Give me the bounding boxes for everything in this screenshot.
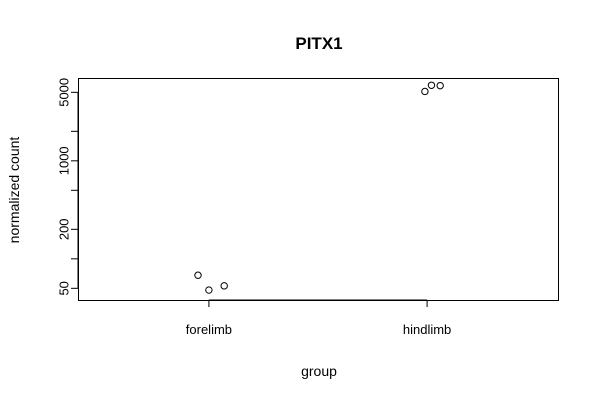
- x-tick-label: forelimb: [186, 322, 232, 337]
- y-tick-label: 1000: [57, 146, 72, 175]
- y-tick-label: 50: [57, 281, 72, 295]
- y-tick-label: 200: [57, 218, 72, 240]
- x-axis-label: group: [301, 363, 337, 379]
- x-tick-label: hindlimb: [403, 322, 451, 337]
- x-axis: forelimb hindlimb: [186, 299, 451, 337]
- y-tick-label: 5000: [57, 78, 72, 107]
- data-point: [220, 282, 228, 290]
- chart-title: PITX1: [295, 34, 342, 53]
- data-point: [436, 81, 444, 90]
- y-axis-label: normalized count: [6, 137, 22, 244]
- data-point: [421, 87, 429, 96]
- data-point: [427, 81, 436, 89]
- data-point: [205, 286, 213, 294]
- data-point: [194, 271, 202, 279]
- plot-frame: [78, 78, 559, 301]
- data-points: [194, 81, 444, 294]
- y-axis: 50 200 1000 5000: [57, 78, 79, 296]
